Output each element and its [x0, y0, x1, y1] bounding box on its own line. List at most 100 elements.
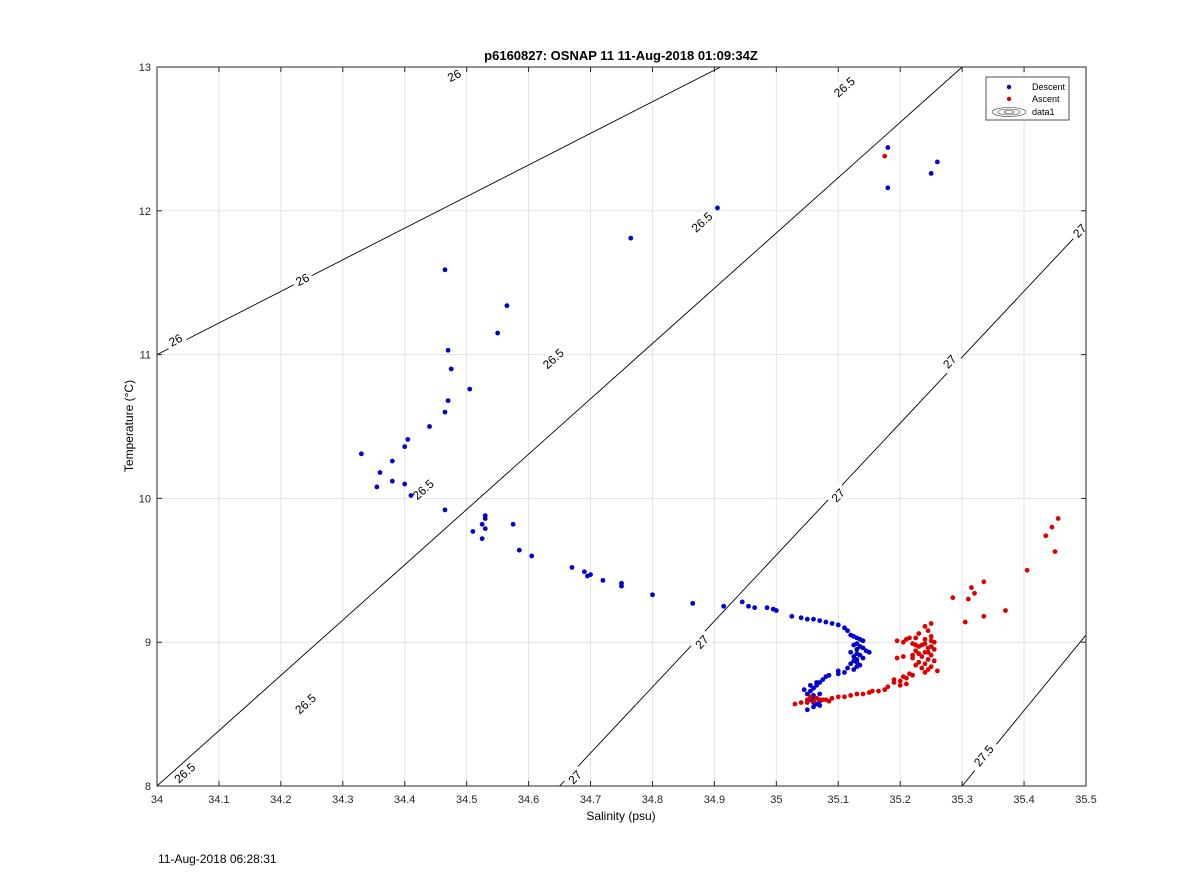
data-point-descent — [814, 680, 819, 685]
legend-marker-contour-icon — [991, 107, 1027, 117]
data-point-ascent — [900, 639, 906, 645]
data-point-ascent — [910, 652, 915, 658]
data-point-ascent — [903, 681, 909, 687]
contour-label: 26.5 — [826, 69, 862, 104]
contour-label: 26.5 — [535, 341, 571, 376]
data-point-descent — [817, 703, 823, 708]
data-point-descent — [842, 669, 847, 675]
data-point-ascent — [934, 668, 940, 674]
data-point-ascent — [981, 613, 987, 619]
data-point-descent — [650, 592, 655, 598]
data-point-ascent — [950, 595, 956, 601]
data-point-descent — [470, 529, 476, 534]
data-point-ascent — [913, 648, 919, 654]
data-point-descent — [811, 616, 816, 622]
data-point-descent — [798, 615, 804, 621]
data-point-descent — [358, 451, 364, 457]
data-point-descent — [752, 605, 758, 611]
data-point-ascent — [919, 665, 925, 671]
data-point-descent — [848, 649, 854, 655]
data-point-descent — [427, 424, 432, 429]
data-point-descent — [851, 654, 857, 659]
x-axis-ticks: 34 34.1 34.2 34.3 34.4 34.5 34.6 34.7 34.8 34.9 35… — [151, 67, 1097, 806]
data-point-descent — [860, 638, 866, 644]
data-point-ascent — [804, 697, 810, 703]
data-point-descent — [504, 303, 510, 309]
data-point-descent — [764, 605, 770, 611]
data-point-descent — [804, 691, 810, 697]
data-point-descent — [804, 616, 810, 622]
contour-label-bg — [937, 349, 962, 374]
data-point-descent — [581, 569, 587, 575]
y-tick-label: 8 — [145, 781, 151, 793]
data-point-descent — [854, 664, 860, 670]
data-point-descent — [442, 507, 448, 513]
data-point-descent — [845, 628, 850, 634]
legend-label-ascent: Ascent — [1032, 94, 1060, 104]
legend-box — [985, 76, 1070, 121]
y-axis-ticks: 8 9 10 11 12 13 — [139, 62, 1086, 793]
data-point-ascent — [903, 675, 909, 681]
data-point-descent — [842, 625, 847, 631]
data-point-descent — [479, 521, 485, 527]
series-descent — [358, 145, 940, 713]
contour-label: 27 — [689, 629, 714, 655]
contour-label-bg — [289, 268, 315, 291]
data-point-ascent — [916, 631, 922, 636]
data-point-descent — [529, 553, 535, 559]
data-point-ascent — [897, 682, 903, 688]
data-point-descent — [817, 691, 823, 697]
x-tick-label: 34.4 — [394, 794, 415, 806]
legend: Descent Ascent data1 — [985, 76, 1070, 121]
y-tick-label: 12 — [139, 206, 151, 218]
y-tick-label: 11 — [140, 350, 151, 362]
data-point-descent — [851, 667, 857, 672]
x-tick-label: 35.5 — [1075, 794, 1096, 806]
data-point-ascent — [891, 680, 897, 685]
x-tick-label: 34.6 — [518, 794, 539, 806]
data-point-descent — [402, 444, 408, 450]
data-point-ascent — [925, 628, 931, 634]
data-point-ascent — [814, 695, 819, 701]
contour-label: 26 — [163, 328, 188, 352]
data-point-descent — [851, 642, 857, 648]
data-point-descent — [448, 366, 454, 372]
data-point-descent — [773, 608, 779, 613]
grid-lines — [156, 66, 1087, 787]
data-point-ascent — [829, 695, 835, 701]
contour-label: 26.5 — [405, 472, 441, 507]
data-point-ascent — [922, 661, 928, 667]
contour-label: 26.5 — [287, 686, 323, 721]
data-point-descent — [600, 577, 606, 583]
data-point-ascent — [922, 636, 928, 642]
data-point-descent — [845, 665, 850, 671]
contour-label-bg — [287, 686, 323, 721]
data-point-descent — [690, 600, 696, 606]
data-point-descent — [746, 603, 751, 609]
contour-label: 26.5 — [684, 205, 720, 239]
contour-label-bg — [163, 328, 188, 352]
data-point-descent — [402, 481, 408, 487]
data-point-descent — [408, 493, 414, 498]
data-point-descent — [801, 687, 807, 693]
contour-label: 27 — [825, 482, 851, 508]
data-point-descent — [820, 677, 826, 682]
x-tick-label: 34.7 — [580, 794, 601, 806]
data-point-descent — [628, 235, 634, 241]
contour-label: 27 — [562, 764, 587, 790]
data-point-ascent — [894, 655, 900, 661]
data-point-descent — [885, 185, 891, 191]
data-point-descent — [445, 398, 451, 404]
density-contours — [157, 67, 1086, 786]
density-contour-line — [559, 224, 1086, 786]
data-point-ascent — [931, 646, 937, 652]
data-point-descent — [479, 536, 485, 542]
x-tick-label: 34.1 — [208, 794, 229, 806]
data-point-ascent — [922, 623, 928, 629]
data-point-descent — [823, 619, 829, 625]
data-point-descent — [857, 652, 863, 658]
contour-label-bg — [441, 63, 467, 87]
contour-label: 26 — [441, 63, 467, 87]
data-point-ascent — [928, 638, 934, 644]
contour-label-text: 26 — [166, 331, 185, 350]
